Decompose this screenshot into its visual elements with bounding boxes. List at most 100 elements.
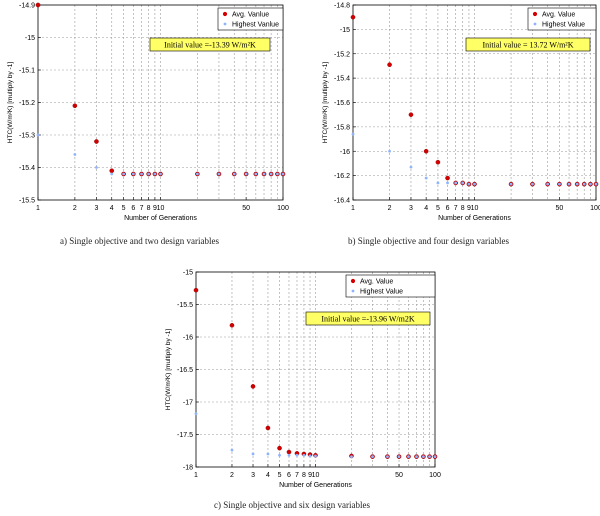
x-tick-label: 6 xyxy=(131,205,135,212)
highest-point xyxy=(424,176,428,180)
x-tick-label: 5 xyxy=(436,205,440,212)
x-tick-label: 2 xyxy=(73,205,77,212)
legend-avg-marker xyxy=(222,11,228,17)
highest-point xyxy=(36,133,40,137)
y-tick-label: -16.2 xyxy=(334,173,350,180)
chart-3: 1 2 3 4 5 6 7 8 9 10 50 100 -18 -17.5 -17 -16.5 -16 -15.5… xyxy=(165,270,441,490)
highest-point xyxy=(446,181,449,185)
highest-point xyxy=(371,455,374,458)
avg-point xyxy=(35,2,41,8)
legend-avg-marker xyxy=(350,278,356,284)
highest-point xyxy=(95,166,98,169)
y-tick-label: -15.1 xyxy=(19,68,35,75)
x-axis-label: Number of Generations xyxy=(438,215,511,222)
x-tick-label: 9 xyxy=(153,205,157,212)
highest-point xyxy=(407,455,410,458)
legend-box xyxy=(217,7,284,31)
highest-point xyxy=(546,182,550,186)
highest-point xyxy=(308,454,312,458)
x-tick-label: 6 xyxy=(446,205,450,212)
legend-box xyxy=(345,274,436,298)
x-tick-label: 8 xyxy=(461,205,465,212)
y-tick-label: -15 xyxy=(25,35,35,42)
highest-point xyxy=(589,182,592,186)
x-tick-label: 100 xyxy=(590,205,600,212)
legend-highest-label: Highest Vanlue xyxy=(232,22,279,29)
highest-point xyxy=(140,172,143,176)
x-tick-label: 50 xyxy=(556,205,564,212)
highest-point xyxy=(278,453,281,457)
y-tick-label: -15.3 xyxy=(19,133,35,140)
annotation-box xyxy=(305,311,431,326)
highest-point xyxy=(195,172,199,176)
highest-point xyxy=(558,182,561,186)
x-tick-label: 50 xyxy=(242,205,250,212)
x-axis-label: Number of Generations xyxy=(279,482,352,489)
highest-point xyxy=(422,455,425,458)
x-tick-label: 8 xyxy=(302,472,306,479)
annotation-text: Initial value =-13.96 W/m2K xyxy=(321,315,414,324)
highest-point xyxy=(73,153,77,156)
x-tick-label: 8 xyxy=(147,205,151,212)
avg-point xyxy=(286,449,292,455)
avg-point xyxy=(423,148,429,154)
avg-point xyxy=(435,159,441,165)
y-tick-label: -15.6 xyxy=(334,100,350,107)
x-tick-label: 7 xyxy=(454,205,458,212)
y-tick-label: -15.5 xyxy=(19,198,35,205)
x-tick-label: 4 xyxy=(266,472,270,479)
y-tick-label: -15.2 xyxy=(19,100,35,107)
highest-point xyxy=(350,455,353,458)
annotation-text: Initial value = 13.72 W/m²K xyxy=(483,41,574,50)
avg-point xyxy=(408,112,414,117)
highest-point xyxy=(575,182,579,186)
y-tick-label: -16 xyxy=(183,335,193,342)
y-tick-label: -16.5 xyxy=(177,367,193,374)
legend-highest-marker xyxy=(223,22,227,26)
x-tick-label: 3 xyxy=(94,205,98,212)
x-tick-label: 2 xyxy=(230,472,234,479)
highest-point xyxy=(269,172,273,176)
y-tick-label: -15.2 xyxy=(334,51,350,58)
avg-point xyxy=(265,425,271,431)
chart-2: 1 2 3 4 5 6 7 8 9 10 50 100 -16.4 -16.2 -16 -15.8 -15.6 -… xyxy=(322,3,600,223)
x-tick-label: 7 xyxy=(295,472,299,479)
highest-point xyxy=(110,172,114,176)
highest-point xyxy=(582,182,586,186)
highest-point xyxy=(232,172,236,176)
highest-point xyxy=(409,165,413,169)
annotation-box xyxy=(149,37,271,52)
highest-point xyxy=(436,181,440,185)
highest-point xyxy=(594,182,598,186)
annotation-text: Initial value =-13.39 W/m²K xyxy=(164,41,256,50)
y-tick-label: -15 xyxy=(183,270,193,277)
caption-a: a) Single objective and two design varia… xyxy=(60,236,219,246)
legend-avg-label: Avg. Vanlue xyxy=(232,12,269,19)
highest-point xyxy=(567,182,571,186)
highest-point xyxy=(275,172,279,176)
avg-point xyxy=(229,322,235,328)
highest-point xyxy=(147,172,151,176)
x-tick-label: 50 xyxy=(395,472,403,479)
highest-point xyxy=(122,172,126,176)
highest-point xyxy=(454,181,458,185)
highest-point xyxy=(194,412,198,416)
legend-highest-label: Highest Value xyxy=(360,289,403,296)
highest-point xyxy=(415,455,418,458)
y-tick-label: -16.4 xyxy=(334,198,350,205)
x-tick-label: 4 xyxy=(424,205,428,212)
legend-highest-marker xyxy=(351,289,355,293)
highest-point xyxy=(473,182,476,186)
x-tick-label: 5 xyxy=(122,205,126,212)
legend-highest-marker xyxy=(533,22,537,26)
highest-point xyxy=(244,172,248,176)
x-tick-label: 2 xyxy=(388,205,392,212)
x-tick-label: 9 xyxy=(467,205,471,212)
x-tick-label: 7 xyxy=(140,205,144,212)
highest-point xyxy=(302,453,306,457)
highest-point xyxy=(428,455,431,458)
avg-point xyxy=(109,168,115,174)
x-tick-label: 10 xyxy=(312,472,320,479)
highest-point xyxy=(251,452,255,456)
